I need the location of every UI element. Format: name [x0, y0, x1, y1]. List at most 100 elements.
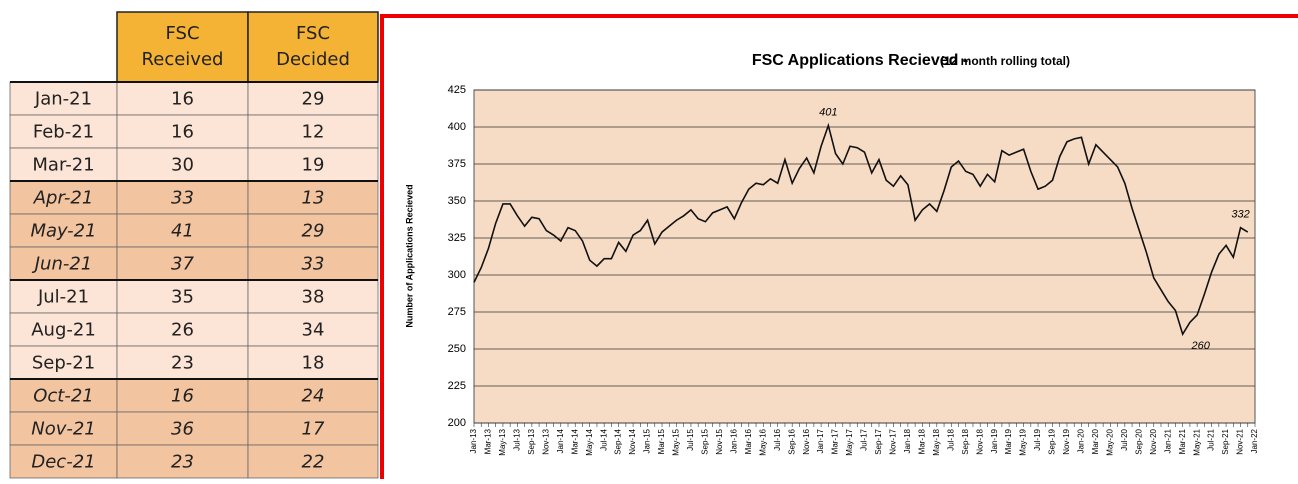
cell-text: 22 [302, 452, 325, 473]
x-tick-label: Nov-13 [541, 428, 550, 454]
table-cell [247, 378, 379, 413]
x-tick-label: Jul-19 [1033, 428, 1042, 450]
table-cell [9, 444, 118, 479]
cell-text: Nov-21 [31, 419, 96, 440]
cell-text: Aug-21 [31, 320, 96, 341]
x-tick-label: May-14 [585, 428, 594, 455]
x-tick-label: Mar-14 [570, 428, 579, 454]
table-cell [247, 114, 379, 149]
chart-subtitle: (12 month rolling total) [940, 54, 1070, 68]
cell-text: Jan-21 [34, 89, 92, 110]
x-tick-label: Mar-20 [1091, 428, 1100, 454]
y-tick-label: 225 [448, 380, 466, 392]
cell-text: 29 [302, 89, 325, 110]
x-tick-label: Jan-14 [556, 428, 565, 453]
x-tick-label: Mar-13 [484, 428, 493, 454]
table-cell [9, 312, 118, 347]
cell-text: 30 [171, 155, 194, 176]
cell-text: Jun-21 [32, 254, 93, 275]
table-cell [9, 279, 118, 314]
cell-text: Mar-21 [32, 155, 94, 176]
x-tick-label: Nov-21 [1236, 428, 1245, 454]
header-line: FSC [165, 23, 199, 44]
cell-text: 26 [171, 320, 194, 341]
y-tick-label: 425 [448, 84, 466, 96]
cell-text: 38 [302, 287, 325, 308]
x-tick-label: Sep-13 [527, 428, 536, 454]
x-tick-label: Jul-18 [946, 428, 955, 450]
table-cell [116, 114, 249, 149]
table-cell [116, 444, 249, 479]
x-tick-label: Mar-17 [831, 428, 840, 454]
cell-text: 16 [171, 386, 194, 407]
x-tick-label: Jan-17 [816, 428, 825, 453]
cell-text: 16 [171, 89, 194, 110]
y-tick-label: 400 [448, 121, 466, 133]
table-cell [116, 246, 249, 281]
x-tick-label: Jan-20 [1077, 428, 1086, 453]
cell-text: May-21 [31, 221, 97, 242]
x-tick-label: May-17 [845, 428, 854, 455]
x-tick-label: Mar-15 [657, 428, 666, 454]
chart-title: FSC Applications Recieved - [752, 52, 968, 69]
cell-text: Feb-21 [33, 122, 94, 143]
cell-text: Oct-21 [33, 386, 94, 407]
cell-text: 19 [302, 155, 325, 176]
line-series [473, 122, 1249, 337]
x-tick-label: May-18 [932, 428, 941, 455]
table-cell [116, 279, 249, 314]
y-tick-label: 275 [448, 306, 466, 318]
cell-text: 13 [302, 188, 325, 209]
x-tick-label: Mar-21 [1178, 428, 1187, 454]
x-tick-label: Nov-20 [1149, 428, 1158, 454]
data-label: 401 [819, 106, 837, 118]
cell-text: 29 [302, 221, 325, 242]
cell-text: 23 [171, 353, 194, 374]
cell-text: 37 [171, 254, 194, 275]
y-axis-label: Number of Applications Recieved [404, 184, 414, 327]
cell-text: 24 [302, 386, 325, 407]
cell-text: 34 [302, 320, 325, 341]
table-cell [247, 246, 379, 281]
y-tick-label: 300 [448, 269, 466, 281]
x-tick-label: Jan-16 [729, 428, 738, 453]
data-label: 332 [1231, 209, 1249, 221]
x-tick-label: Jul-20 [1120, 428, 1129, 450]
table-cell [116, 180, 249, 215]
x-tick-label: Jul-17 [860, 428, 869, 450]
x-tick-label: Nov-14 [628, 428, 637, 454]
y-tick-label: 250 [448, 343, 466, 355]
cell-text: 35 [171, 287, 194, 308]
x-tick-label: Jul-21 [1207, 428, 1216, 450]
table-cell [116, 411, 249, 446]
x-tick-label: Nov-16 [802, 428, 811, 454]
x-tick-label: May-15 [672, 428, 681, 455]
cell-text: Apr-21 [33, 188, 94, 209]
table-cell [247, 411, 379, 446]
cell-text: 41 [171, 221, 194, 242]
header-line: Received [142, 49, 224, 70]
x-tick-label: May-21 [1192, 428, 1201, 455]
x-tick-label: Sep-15 [701, 428, 710, 454]
cell-text: Sep-21 [32, 353, 95, 374]
header-line: FSC [296, 23, 330, 44]
x-tick-label: Sep-17 [874, 428, 883, 454]
y-tick-label: 375 [448, 158, 466, 170]
cell-text: 17 [302, 419, 325, 440]
x-tick-label: Jan-15 [643, 428, 652, 453]
cell-text: Dec-21 [31, 452, 95, 473]
table-cell [116, 147, 249, 182]
x-tick-label: Jan-21 [1163, 428, 1172, 453]
table-cell [9, 345, 118, 380]
x-tick-label: May-19 [1019, 428, 1028, 455]
table-cell [116, 81, 249, 116]
table-cell [9, 246, 118, 281]
table-cell [247, 147, 379, 182]
x-tick-label: Jul-14 [599, 428, 608, 450]
cell-text: 12 [302, 122, 325, 143]
x-tick-label: Sep-18 [961, 428, 970, 454]
x-tick-label: Jan-13 [469, 428, 478, 453]
x-tick-label: Jul-13 [512, 428, 521, 450]
y-tick-label: 350 [448, 195, 466, 207]
x-tick-label: May-16 [758, 428, 767, 455]
